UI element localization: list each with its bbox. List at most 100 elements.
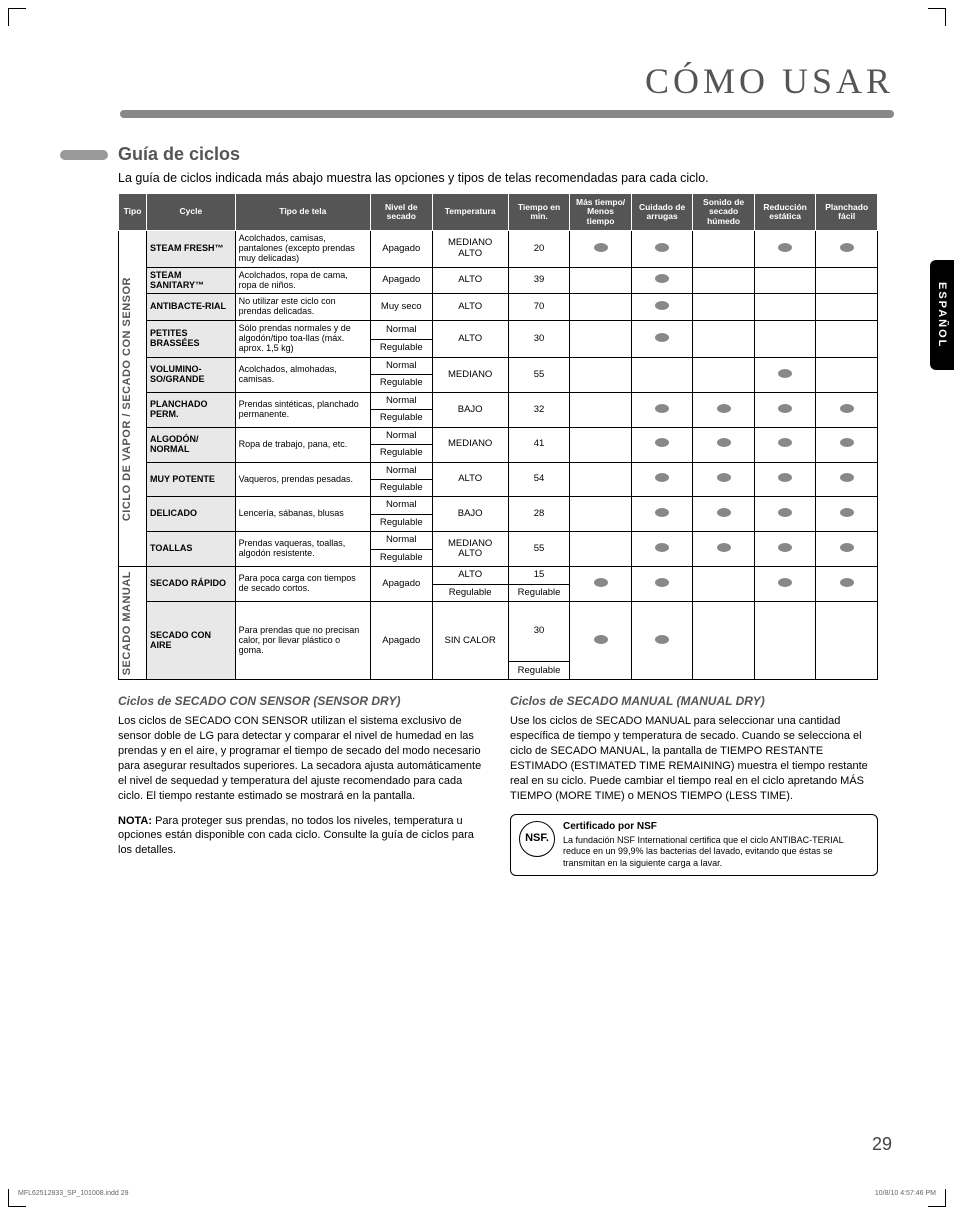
dry-level: Normal — [371, 392, 433, 409]
manual-body: Use los ciclos de SECADO MANUAL para sel… — [510, 714, 878, 803]
group-label: SECADO MANUAL — [119, 567, 147, 680]
option-dot — [693, 267, 755, 294]
option-dot — [754, 602, 816, 680]
option-dot — [631, 602, 693, 680]
time-min: 20 — [508, 231, 570, 268]
th-planchado: Planchado fácil — [816, 194, 878, 231]
cycle-name: DELICADO — [147, 497, 236, 532]
time-min: 28 — [508, 497, 570, 532]
temperature: Regulable — [432, 584, 508, 601]
dry-level: Muy seco — [371, 294, 433, 321]
th-cycle: Cycle — [147, 194, 236, 231]
table-row: CICLO DE VAPOR / SECADO CON SENSORSTEAM … — [119, 231, 878, 268]
temperature: BAJO — [432, 497, 508, 532]
nota-text: Para proteger sus prendas, no todos los … — [118, 815, 474, 857]
dry-level: Apagado — [371, 602, 433, 680]
table-row: TOALLASPrendas vaqueras, toallas, algodó… — [119, 532, 878, 549]
dry-level: Apagado — [371, 231, 433, 268]
temperature: MEDIANO — [432, 357, 508, 392]
nsf-body: La fundación NSF International certifica… — [563, 835, 869, 869]
option-dot — [816, 294, 878, 321]
time-min: 55 — [508, 357, 570, 392]
footer-right: 10/8/10 4:57:46 PM — [875, 1190, 936, 1197]
nsf-box: NSF. Certificado por NSF La fundación NS… — [510, 814, 878, 876]
dry-level: Apagado — [371, 267, 433, 294]
language-tab: ESPAÑOL — [930, 260, 954, 370]
group-label: CICLO DE VAPOR / SECADO CON SENSOR — [119, 231, 147, 567]
option-dot — [754, 497, 816, 532]
dry-level: Normal — [371, 462, 433, 479]
fabric-type: Acolchados, camisas, pantalones (excepto… — [235, 231, 370, 268]
time-min: 39 — [508, 267, 570, 294]
fabric-type: Vaqueros, prendas pesadas. — [235, 462, 370, 497]
option-dot — [816, 427, 878, 462]
fabric-type: Para prendas que no precisan calor, por … — [235, 602, 370, 680]
dry-level: Normal — [371, 357, 433, 374]
dry-level: Normal — [371, 532, 433, 549]
option-dot — [816, 267, 878, 294]
dry-level: Regulable — [371, 480, 433, 497]
fabric-type: Acolchados, ropa de cama, ropa de niños. — [235, 267, 370, 294]
nsf-title: Certificado por NSF — [563, 821, 869, 834]
option-dot — [816, 357, 878, 392]
option-dot — [816, 567, 878, 602]
nsf-badge-icon: NSF. — [519, 821, 555, 857]
dry-level: Regulable — [371, 339, 433, 357]
time-min: 15 — [508, 567, 570, 584]
option-dot — [693, 321, 755, 358]
option-dot — [631, 532, 693, 567]
time-min: 41 — [508, 427, 570, 462]
option-dot — [570, 497, 632, 532]
dry-level: Normal — [371, 427, 433, 444]
sensor-title: Ciclos de SECADO CON SENSOR (SENSOR DRY) — [118, 694, 486, 708]
option-dot — [570, 602, 632, 680]
th-cuidado: Cuidado de arrugas — [631, 194, 693, 231]
dry-level: Normal — [371, 497, 433, 514]
temperature: MEDIANO — [432, 427, 508, 462]
table-row: MUY POTENTEVaqueros, prendas pesadas.Nor… — [119, 462, 878, 479]
option-dot — [754, 231, 816, 268]
th-nivel: Nivel de secado — [371, 194, 433, 231]
option-dot — [693, 427, 755, 462]
option-dot — [754, 427, 816, 462]
option-dot — [570, 462, 632, 497]
dry-level: Normal — [371, 321, 433, 339]
table-row: DELICADOLencería, sábanas, blusasNormalB… — [119, 497, 878, 514]
table-row: SECADO CON AIREPara prendas que no preci… — [119, 602, 878, 662]
option-dot — [570, 267, 632, 294]
th-tiempo: Tiempo en min. — [508, 194, 570, 231]
dry-level: Regulable — [371, 514, 433, 531]
option-dot — [631, 427, 693, 462]
option-dot — [570, 567, 632, 602]
option-dot — [570, 294, 632, 321]
section-title: Guía de ciclos — [118, 144, 240, 165]
footer-left: MFL62512833_SP_101008.indd 29 — [18, 1190, 129, 1197]
fabric-type: Para poca carga con tiempos de secado co… — [235, 567, 370, 602]
option-dot — [570, 321, 632, 358]
th-tipo: Tipo — [119, 194, 147, 231]
page-number: 29 — [872, 1134, 892, 1155]
option-dot — [754, 267, 816, 294]
time-min: Regulable — [508, 584, 570, 601]
option-dot — [631, 567, 693, 602]
option-dot — [693, 294, 755, 321]
cycle-name: TOALLAS — [147, 532, 236, 567]
nota-label: NOTA: — [118, 815, 152, 827]
cycle-name: VOLUMINO-SO/GRANDE — [147, 357, 236, 392]
cycle-table: Tipo Cycle Tipo de tela Nivel de secado … — [118, 193, 878, 680]
option-dot — [570, 427, 632, 462]
dry-level: Regulable — [371, 410, 433, 427]
option-dot — [631, 462, 693, 497]
option-dot — [693, 567, 755, 602]
cycle-name: PETITES BRASSÉES — [147, 321, 236, 358]
time-min: 30 — [508, 321, 570, 358]
dry-level: Regulable — [371, 445, 433, 462]
temperature: BAJO — [432, 392, 508, 427]
option-dot — [754, 532, 816, 567]
fabric-type: Ropa de trabajo, pana, etc. — [235, 427, 370, 462]
temperature: SIN CALOR — [432, 602, 508, 680]
fabric-type: Sólo prendas normales y de algodón/tipo … — [235, 321, 370, 358]
fabric-type: Acolchados, almohadas, camisas. — [235, 357, 370, 392]
option-dot — [693, 231, 755, 268]
dry-level: Apagado — [371, 567, 433, 602]
